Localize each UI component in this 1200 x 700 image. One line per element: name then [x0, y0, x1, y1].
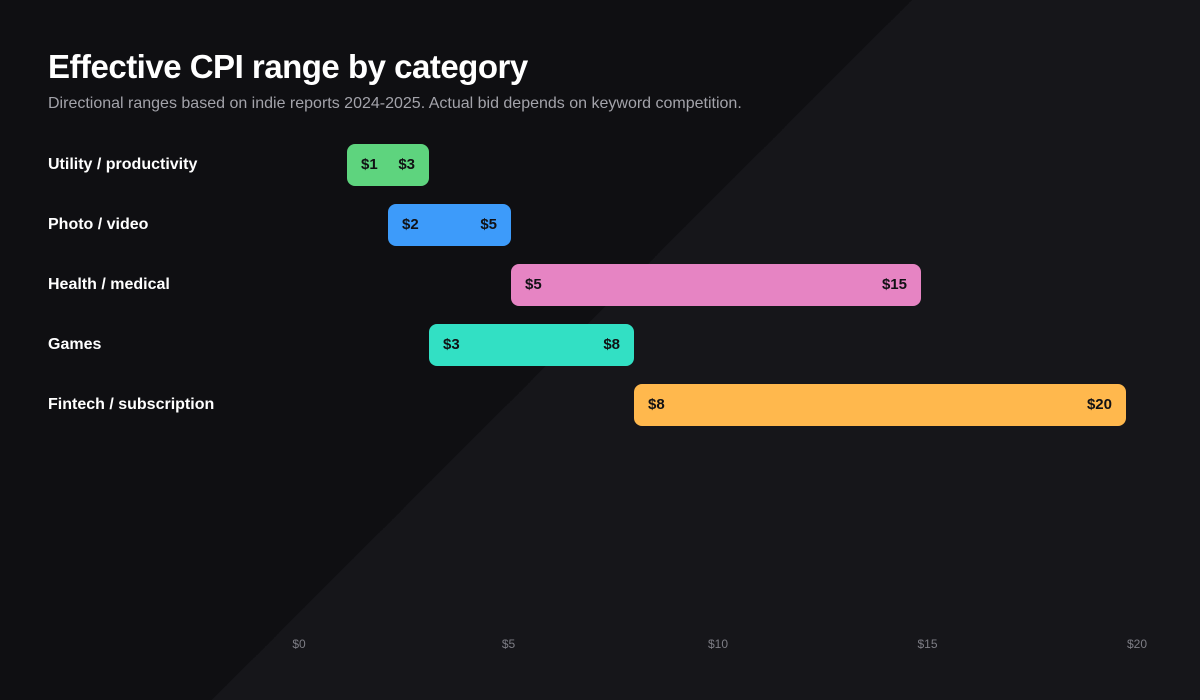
range-high-label: $3 [398, 156, 415, 173]
range-low-label: $8 [648, 396, 665, 413]
range-low-label: $2 [402, 216, 419, 233]
category-label: Health / medical [48, 276, 170, 293]
range-high-label: $20 [1086, 396, 1112, 413]
chart-subtitle: Directional ranges based on indie report… [48, 95, 742, 112]
x-axis-tick-label: $20 [1126, 637, 1148, 651]
range-high-label: $15 [881, 276, 907, 293]
category-label: Utility / productivity [48, 156, 198, 173]
range-high-label: $5 [480, 216, 497, 233]
chart-title: Effective CPI range by category [48, 48, 528, 85]
range-low-label: $1 [361, 156, 378, 173]
x-axis-tick-label: $0 [292, 637, 306, 651]
range-bar: $1 $3 [347, 144, 429, 186]
category-label: Fintech / subscription [48, 396, 215, 413]
range-bar: $5 $15 [511, 264, 921, 306]
x-axis-tick-label: $5 [501, 637, 516, 651]
range-bar: $2 $5 [388, 204, 511, 246]
range-bar: $8 $20 [634, 384, 1126, 426]
x-axis-tick-label: $15 [917, 637, 938, 651]
range-high-label: $8 [603, 336, 620, 353]
x-axis-tick-label: $10 [707, 637, 729, 651]
range-low-label: $3 [443, 336, 460, 353]
category-label: Photo / video [48, 216, 149, 233]
range-low-label: $5 [525, 276, 542, 293]
range-bar: $3 $8 [429, 324, 634, 366]
category-label: Games [48, 336, 102, 353]
